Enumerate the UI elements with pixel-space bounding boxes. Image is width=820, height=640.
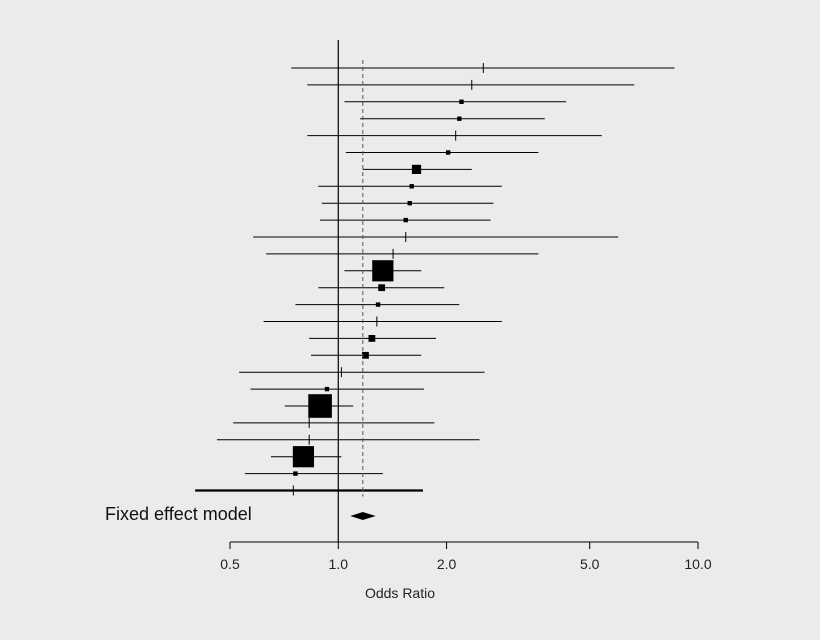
- point-estimate: [375, 302, 381, 307]
- x-tick-label: 2.0: [437, 556, 457, 572]
- point-estimate: [409, 184, 414, 189]
- study-row: [311, 351, 422, 359]
- study-row: [244, 471, 383, 476]
- summary-diamond: [350, 512, 376, 520]
- study-row: [307, 79, 635, 90]
- study-row: [344, 99, 567, 104]
- study-row: [270, 446, 342, 468]
- study-row: [345, 150, 539, 155]
- point-estimate: [362, 351, 369, 359]
- study-row: [195, 485, 424, 496]
- point-estimate: [445, 150, 451, 155]
- study-row: [253, 232, 619, 242]
- point-estimate: [407, 201, 412, 206]
- study-row: [360, 116, 545, 121]
- study-row: [309, 335, 437, 342]
- x-tick-label: 1.0: [329, 556, 349, 572]
- study-row: [284, 394, 354, 418]
- study-row: [318, 284, 445, 292]
- point-estimate: [372, 260, 394, 282]
- x-tick-label: 5.0: [580, 556, 600, 572]
- study-row: [295, 302, 460, 307]
- point-estimate: [403, 217, 408, 223]
- point-estimate: [324, 386, 330, 392]
- point-estimate: [457, 116, 462, 121]
- study-row: [320, 217, 491, 223]
- point-estimate: [293, 471, 298, 476]
- study-row: [239, 367, 485, 378]
- study-row: [233, 417, 435, 428]
- point-estimate: [378, 284, 386, 292]
- study-row: [362, 164, 472, 174]
- point-estimate: [459, 99, 464, 104]
- study-row: [318, 184, 502, 189]
- study-row: [291, 63, 675, 73]
- point-estimate: [308, 394, 332, 418]
- summary-label: Fixed effect model: [105, 504, 252, 524]
- point-estimate: [368, 335, 376, 342]
- x-tick-label: 10.0: [684, 556, 711, 572]
- study-row: [216, 434, 480, 445]
- study-row: [266, 248, 539, 259]
- point-estimate: [292, 446, 315, 468]
- x-tick-label: 0.5: [220, 556, 240, 572]
- point-estimate: [411, 164, 422, 174]
- study-row: [321, 201, 494, 206]
- x-axis-title: Odds Ratio: [365, 585, 435, 601]
- study-row: [250, 386, 424, 392]
- study-row: [263, 316, 502, 327]
- x-axis: 0.5 1.0 2.0 5.0 10.0: [220, 541, 712, 572]
- study-row: [344, 260, 422, 282]
- study-rows: [195, 63, 675, 496]
- study-row: [307, 130, 602, 141]
